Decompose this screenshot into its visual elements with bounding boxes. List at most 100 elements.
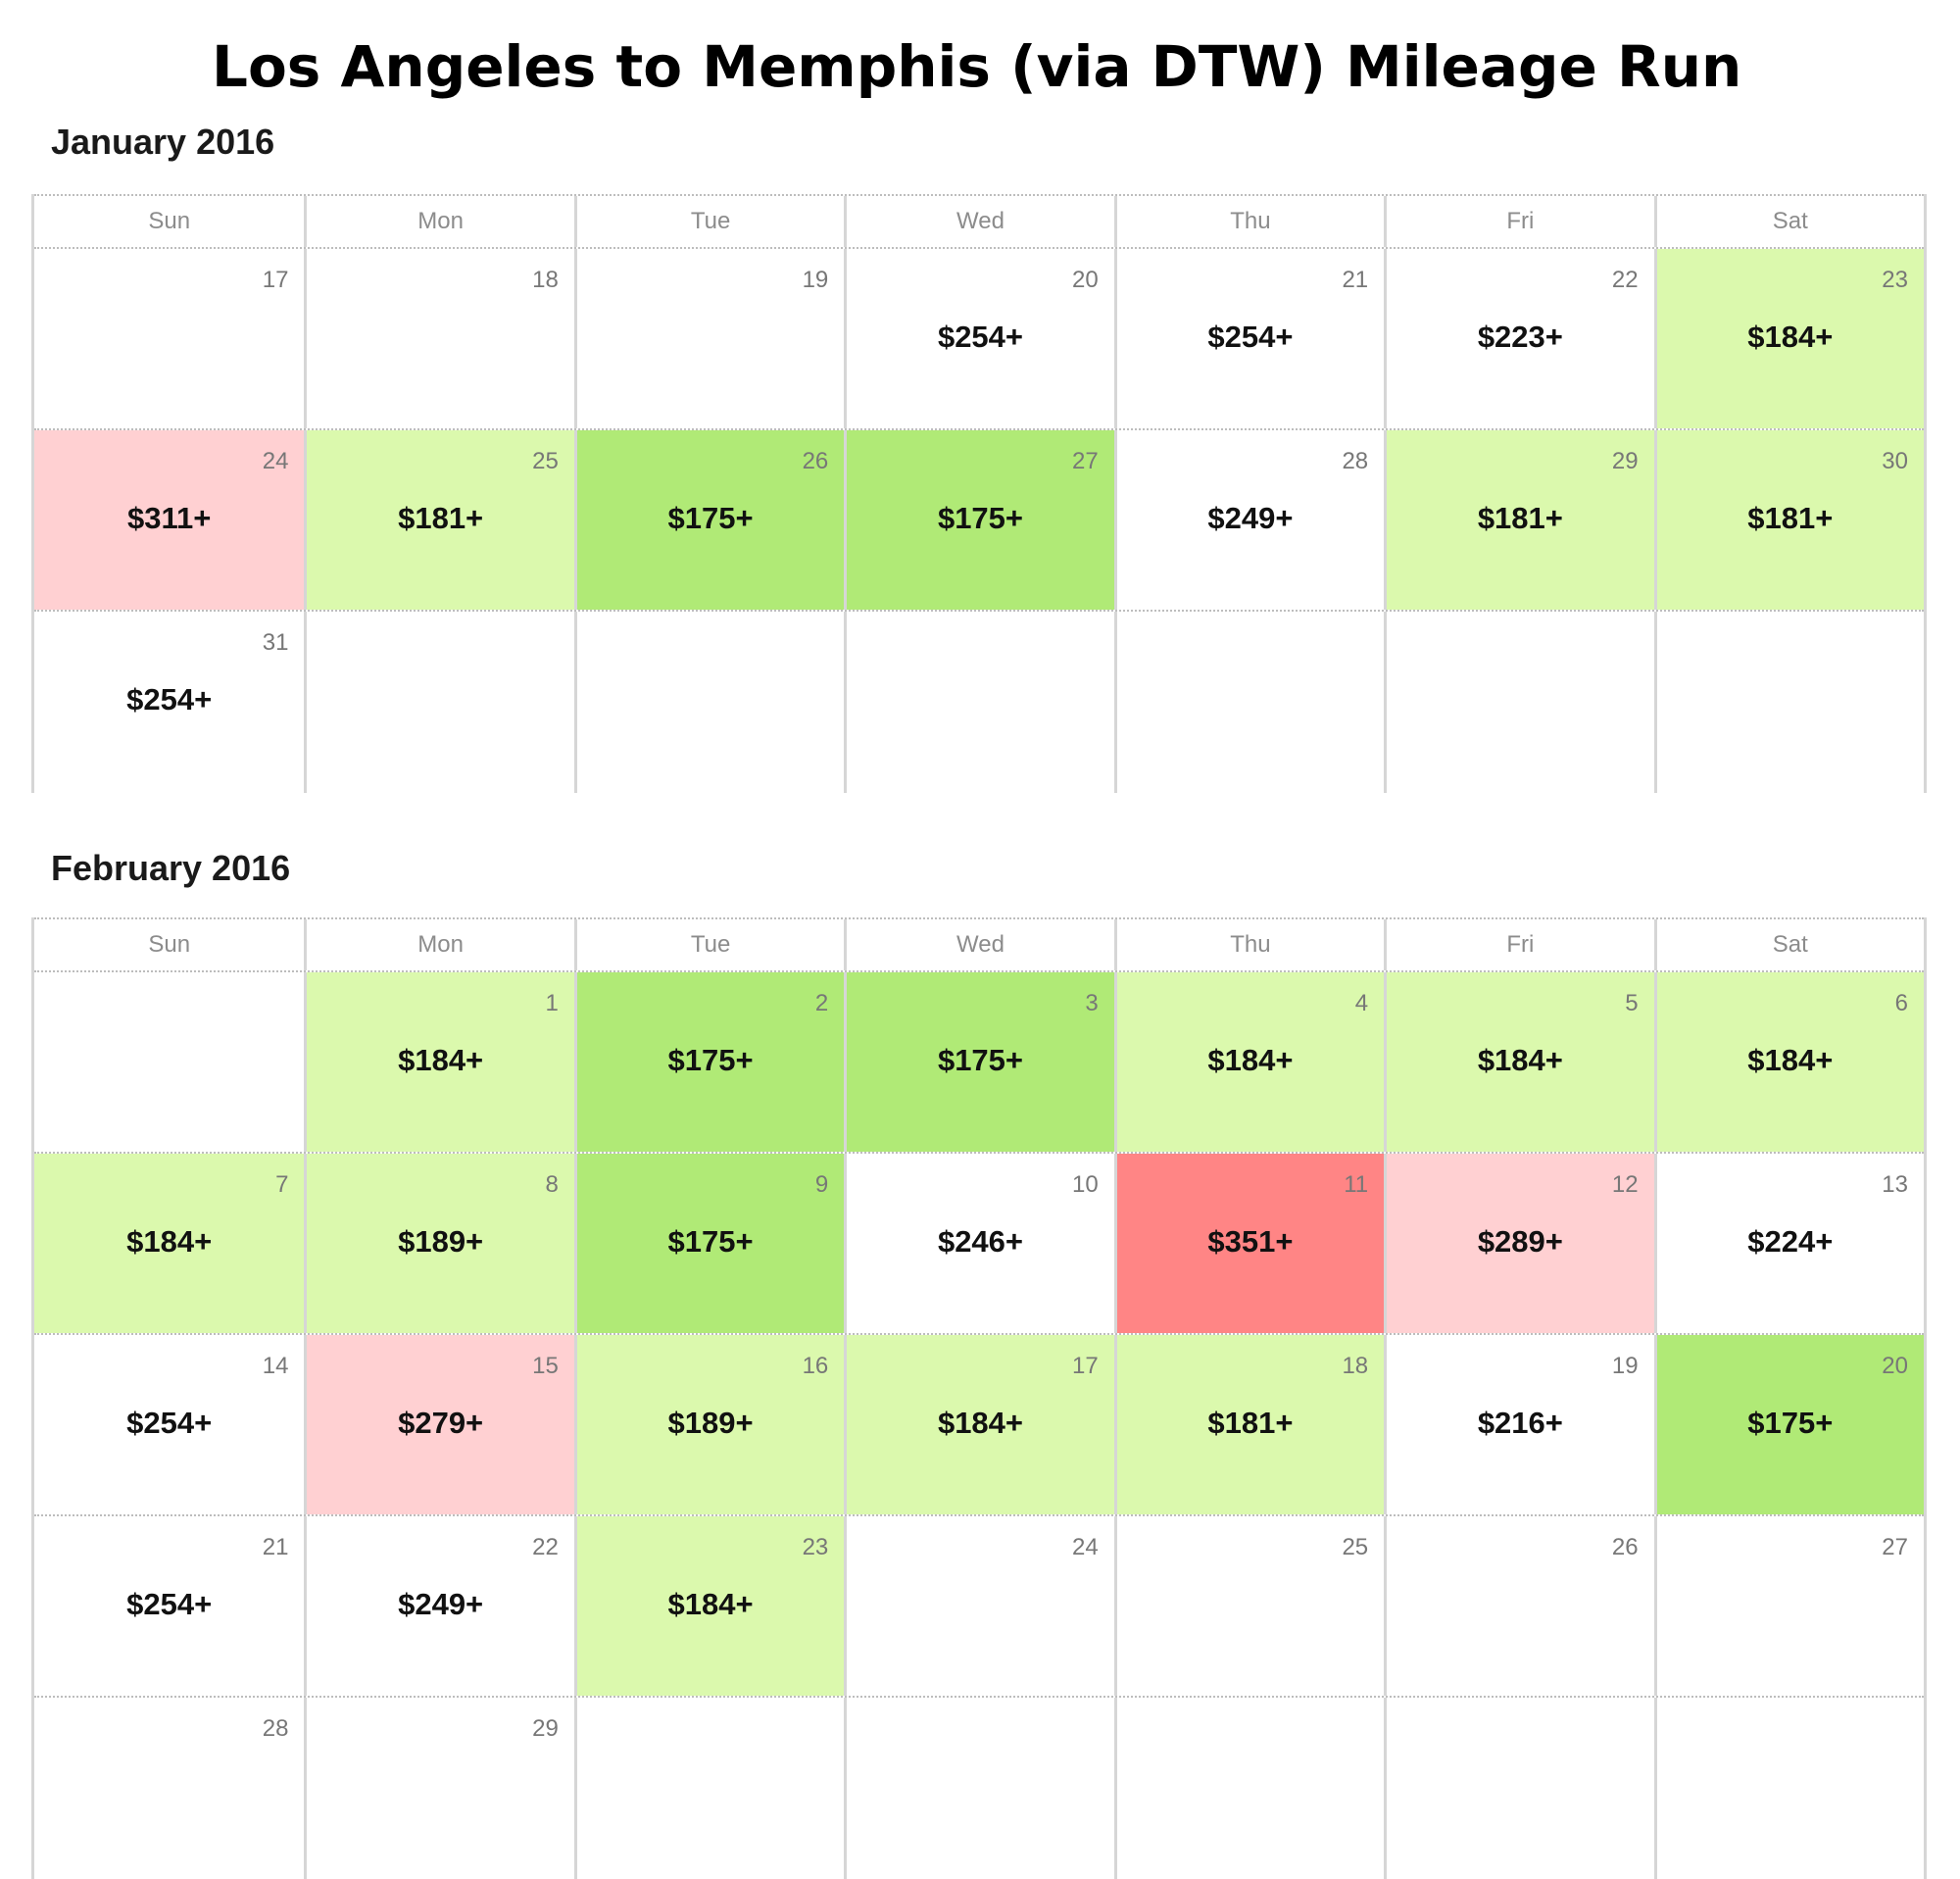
fare-price[interactable]: $189+ <box>398 1224 484 1259</box>
day-number: 10 <box>1072 1171 1099 1198</box>
day-number: 22 <box>1611 267 1639 293</box>
fare-price[interactable]: $175+ <box>667 501 754 535</box>
fare-price[interactable]: $224+ <box>1747 1224 1834 1259</box>
fare-price[interactable]: $254+ <box>937 320 1024 354</box>
day-cell[interactable]: 25 $181+ <box>304 430 574 610</box>
day-number: 25 <box>532 448 559 474</box>
fare-price[interactable]: $181+ <box>1477 501 1563 535</box>
day-number: 20 <box>1072 267 1099 293</box>
weekday-label: Mon <box>304 919 573 970</box>
day-number: 3 <box>1085 990 1099 1016</box>
day-cell[interactable]: 21 $254+ <box>34 1516 305 1696</box>
day-number: 30 <box>1882 448 1908 474</box>
fare-price[interactable]: $249+ <box>1207 501 1294 535</box>
day-number: 26 <box>802 448 829 474</box>
fare-price[interactable]: $184+ <box>126 1224 213 1259</box>
fare-price[interactable]: $175+ <box>667 1043 754 1077</box>
fare-price[interactable]: $254+ <box>1207 320 1294 354</box>
day-cell[interactable]: 6 $184+ <box>1653 972 1924 1152</box>
day-cell[interactable]: 23 $184+ <box>1653 249 1924 428</box>
day-cell[interactable]: 17 $184+ <box>844 1335 1114 1514</box>
day-cell[interactable]: 26 $175+ <box>573 430 845 610</box>
day-number: 8 <box>545 1171 559 1198</box>
fare-price[interactable]: $184+ <box>937 1406 1024 1440</box>
fare-price[interactable]: $181+ <box>1207 1406 1294 1440</box>
fare-price[interactable]: $175+ <box>937 1043 1024 1077</box>
fare-price[interactable]: $223+ <box>1477 320 1563 354</box>
fare-price[interactable]: $289+ <box>1477 1224 1563 1259</box>
day-cell[interactable]: 18 <box>304 249 574 428</box>
fare-price[interactable]: $254+ <box>126 1406 213 1440</box>
fare-price[interactable]: $246+ <box>937 1224 1024 1259</box>
day-cell[interactable]: 25 <box>1113 1516 1385 1696</box>
day-cell[interactable]: 14 $254+ <box>34 1335 305 1514</box>
day-cell[interactable]: 19 $216+ <box>1384 1335 1654 1514</box>
fare-price[interactable]: $184+ <box>398 1043 484 1077</box>
empty-day-cell <box>34 972 305 1152</box>
fare-price[interactable]: $189+ <box>667 1406 754 1440</box>
day-cell[interactable]: 29 $181+ <box>1384 430 1654 610</box>
day-cell[interactable]: 24 <box>844 1516 1114 1696</box>
day-cell[interactable]: 30 $181+ <box>1653 430 1924 610</box>
fare-price[interactable]: $311+ <box>127 501 212 535</box>
day-cell[interactable]: 29 <box>304 1698 574 1879</box>
fare-price[interactable]: $216+ <box>1477 1406 1563 1440</box>
day-cell[interactable]: 19 <box>573 249 845 428</box>
fare-price[interactable]: $181+ <box>1747 501 1834 535</box>
day-cell[interactable]: 23 $184+ <box>573 1516 845 1696</box>
day-cell[interactable]: 20 $254+ <box>844 249 1114 428</box>
day-cell[interactable]: 12 $289+ <box>1384 1154 1654 1333</box>
day-number: 23 <box>1882 267 1908 293</box>
fare-price[interactable]: $184+ <box>1747 1043 1834 1077</box>
day-cell[interactable]: 8 $189+ <box>304 1154 574 1333</box>
fare-price[interactable]: $279+ <box>398 1406 484 1440</box>
day-number: 27 <box>1072 448 1099 474</box>
fare-price[interactable]: $249+ <box>398 1587 484 1621</box>
week-row: 28 29 <box>34 1698 1924 1879</box>
fare-price[interactable]: $254+ <box>126 682 213 717</box>
fare-price[interactable]: $181+ <box>398 501 484 535</box>
day-cell[interactable]: 16 $189+ <box>573 1335 845 1514</box>
day-cell[interactable]: 7 $184+ <box>34 1154 305 1333</box>
day-cell[interactable]: 1 $184+ <box>304 972 574 1152</box>
fare-price[interactable]: $175+ <box>1747 1406 1834 1440</box>
day-cell[interactable]: 5 $184+ <box>1384 972 1654 1152</box>
day-cell[interactable]: 21 $254+ <box>1113 249 1385 428</box>
day-cell[interactable]: 28 $249+ <box>1113 430 1385 610</box>
empty-day-cell <box>1384 1698 1654 1879</box>
day-cell[interactable]: 11 $351+ <box>1113 1154 1385 1333</box>
day-cell[interactable]: 3 $175+ <box>844 972 1114 1152</box>
day-cell[interactable]: 18 $181+ <box>1113 1335 1385 1514</box>
day-number: 18 <box>532 267 559 293</box>
day-cell[interactable]: 15 $279+ <box>304 1335 574 1514</box>
week-row: 31 $254+ <box>34 612 1924 793</box>
day-cell[interactable]: 2 $175+ <box>573 972 845 1152</box>
day-number: 4 <box>1354 990 1369 1016</box>
weekday-label: Wed <box>844 196 1113 247</box>
fare-price[interactable]: $184+ <box>1747 320 1834 354</box>
day-cell[interactable]: 26 <box>1384 1516 1654 1696</box>
day-cell[interactable]: 27 <box>1653 1516 1924 1696</box>
day-number: 18 <box>1342 1353 1369 1379</box>
day-cell[interactable]: 31 $254+ <box>34 612 305 793</box>
fare-price[interactable]: $254+ <box>126 1587 213 1621</box>
fare-price[interactable]: $175+ <box>937 501 1024 535</box>
day-cell[interactable]: 9 $175+ <box>573 1154 845 1333</box>
fare-price[interactable]: $351+ <box>1207 1224 1294 1259</box>
fare-price[interactable]: $184+ <box>1477 1043 1563 1077</box>
day-cell[interactable]: 13 $224+ <box>1653 1154 1924 1333</box>
day-cell[interactable]: 22 $223+ <box>1384 249 1654 428</box>
day-cell[interactable]: 20 $175+ <box>1653 1335 1924 1514</box>
day-cell[interactable]: 17 <box>34 249 305 428</box>
day-cell[interactable]: 22 $249+ <box>304 1516 574 1696</box>
day-cell[interactable]: 24 $311+ <box>34 430 305 610</box>
day-cell[interactable]: 4 $184+ <box>1113 972 1385 1152</box>
fare-price[interactable]: $175+ <box>667 1224 754 1259</box>
day-cell[interactable]: 27 $175+ <box>844 430 1114 610</box>
day-cell[interactable]: 28 <box>34 1698 305 1879</box>
fare-price[interactable]: $184+ <box>667 1587 754 1621</box>
fare-price[interactable]: $184+ <box>1207 1043 1294 1077</box>
day-number: 11 <box>1344 1171 1369 1198</box>
day-cell[interactable]: 10 $246+ <box>844 1154 1114 1333</box>
weekday-label: Sun <box>148 931 191 958</box>
